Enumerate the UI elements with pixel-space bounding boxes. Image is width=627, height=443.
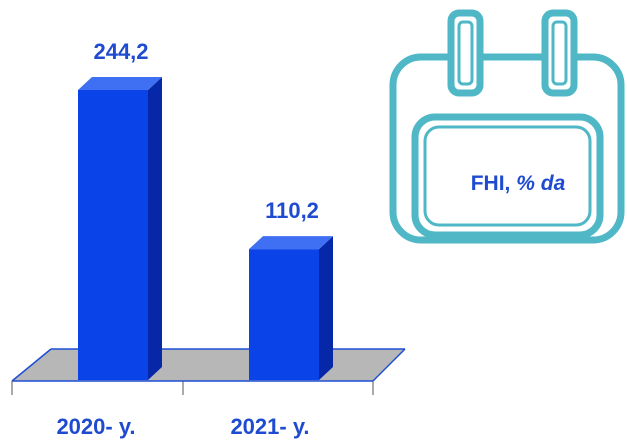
badge-label: FHI, % da bbox=[430, 172, 606, 196]
bar-top-1 bbox=[249, 236, 333, 250]
badge-unit: % da bbox=[516, 172, 566, 195]
data-label-0: 244,2 bbox=[93, 39, 148, 64]
x-tick-label-1: 2021- y. bbox=[230, 414, 309, 439]
bar-side-1 bbox=[319, 236, 333, 380]
bar-1 bbox=[249, 249, 319, 380]
floor-left-edge bbox=[11, 348, 52, 382]
x-tick-label-0: 2020- y. bbox=[56, 414, 135, 439]
data-label-1: 110,2 bbox=[265, 198, 319, 223]
chart-floor bbox=[12, 349, 405, 381]
bar-0 bbox=[78, 90, 148, 380]
badge-title: FHI, bbox=[470, 172, 511, 195]
bar-top-0 bbox=[78, 77, 162, 90]
bar-side-0 bbox=[148, 77, 162, 380]
floor-right-edge bbox=[372, 348, 406, 382]
